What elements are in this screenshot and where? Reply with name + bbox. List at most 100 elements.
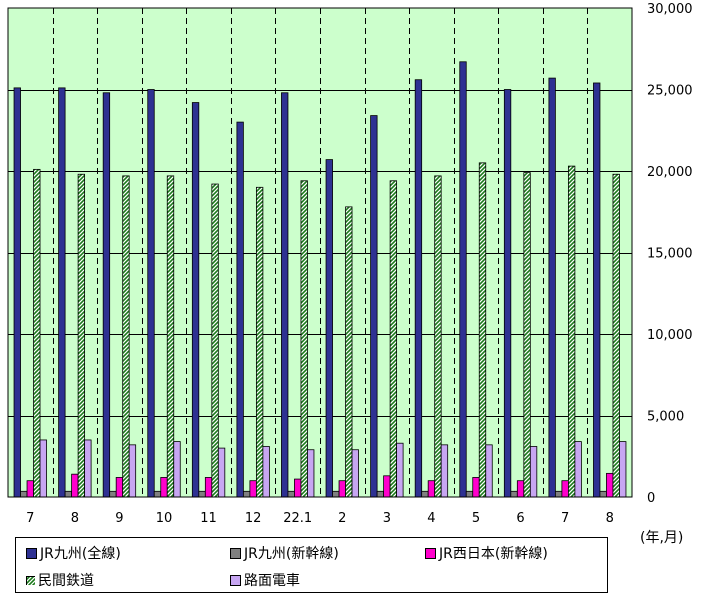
- bar-series-2-cat-10: [421, 490, 429, 498]
- bar-series-2-cat-9: [376, 490, 385, 498]
- bar-series-1-cat-4: [147, 89, 155, 498]
- bar-series-3-cat-2: [71, 473, 79, 498]
- legend-item-jr-west-shinkansen: JR西日本(新幹線): [425, 543, 548, 563]
- x-tick-label: 8: [606, 511, 614, 526]
- y-tick-label: 30,000: [647, 2, 693, 17]
- legend-label-streetcar: 路面電車: [244, 573, 300, 589]
- bar-series-4-cat-9: [389, 180, 398, 498]
- bar-series-4-cat-12: [523, 172, 531, 498]
- plot-border: [7, 7, 633, 498]
- bar-series-5-cat-6: [262, 446, 270, 498]
- bar-series-1-cat-9: [370, 115, 378, 498]
- bar-series-1-cat-11: [459, 61, 467, 498]
- bar-series-3-cat-12: [516, 480, 525, 498]
- bar-series-4-cat-5: [211, 183, 219, 498]
- bar-series-2-cat-3: [109, 490, 117, 498]
- bar-series-5-cat-5: [217, 447, 226, 498]
- bar-series-2-cat-5: [198, 490, 206, 498]
- bar-series-4-cat-14: [612, 173, 620, 498]
- bar-series-4-cat-4: [166, 175, 175, 498]
- bar-series-1-cat-7: [281, 92, 289, 498]
- bar-series-5-cat-1: [39, 439, 47, 498]
- bar-series-4-cat-13: [567, 165, 576, 498]
- bar-series-3-cat-5: [204, 477, 213, 498]
- bar-series-4-cat-6: [255, 186, 264, 498]
- bar-series-3-cat-7: [294, 478, 302, 498]
- bar-series-1-cat-2: [58, 87, 66, 498]
- legend-item-private-railway: 民間鉄道: [26, 570, 94, 590]
- x-tick-label: 2: [338, 511, 346, 526]
- bar-series: [13, 61, 627, 498]
- legend-swatch-private-railway: [26, 575, 35, 585]
- bar-series-3-cat-4: [160, 477, 168, 498]
- bar-series-5-cat-13: [574, 441, 582, 498]
- bar-series-5-cat-12: [529, 446, 538, 498]
- legend-label-private-railway: 民間鉄道: [38, 573, 94, 589]
- series-3: [26, 472, 614, 498]
- x-tick-label: 3: [383, 511, 391, 526]
- y-tick-label: 15,000: [647, 247, 693, 262]
- bar-series-5-cat-3: [128, 444, 137, 498]
- bar-series-1-cat-5: [191, 102, 200, 498]
- bar-series-5-cat-11: [485, 444, 493, 498]
- bar-series-2-cat-4: [153, 490, 162, 498]
- bar-series-3-cat-13: [561, 480, 569, 498]
- x-tick-label: 4: [427, 511, 435, 526]
- legend: JR九州(全線) JR九州(新幹線) JR西日本(新幹線) 民間鉄道 路面電車: [15, 537, 608, 593]
- bar-series-1-cat-8: [325, 159, 333, 498]
- bar-series-4-cat-11: [478, 162, 487, 498]
- y-tick-label: 0: [647, 491, 655, 506]
- bar-series-3-cat-8: [338, 480, 346, 498]
- bar-series-5-cat-7: [307, 449, 315, 498]
- x-tick-label: 7: [26, 511, 34, 526]
- bar-series-2-cat-11: [465, 490, 474, 498]
- bar-series-2-cat-7: [287, 490, 295, 498]
- x-tick-label: 5: [472, 511, 480, 526]
- x-tick-label: 12: [245, 511, 262, 526]
- x-tick-label: 10: [156, 511, 173, 526]
- grid-lines: [8, 8, 632, 497]
- bar-series-1-cat-6: [236, 121, 244, 498]
- legend-label-jr-west-shinkansen: JR西日本(新幹線): [439, 546, 548, 562]
- legend-item-jr-kyushu-all: JR九州(全線): [26, 543, 121, 563]
- bar-series-4-cat-10: [434, 175, 442, 498]
- bar-series-3-cat-3: [115, 477, 124, 498]
- bar-series-1-cat-12: [503, 89, 512, 498]
- y-tick-label: 20,000: [647, 165, 693, 180]
- bar-series-4-cat-3: [122, 175, 130, 498]
- bar-series-3-cat-1: [26, 480, 34, 498]
- bar-series-1-cat-1: [13, 87, 21, 498]
- legend-swatch-jr-kyushu-all: [26, 547, 37, 559]
- bar-series-4-cat-8: [345, 206, 353, 498]
- bar-series-4-cat-1: [33, 168, 41, 498]
- y-tick-label: 5,000: [647, 410, 684, 425]
- legend-swatch-streetcar: [230, 574, 241, 586]
- bar-chart: 7 8 9 10 11 12 22.1 2 3 4 5 6 7 8 0 5,000 10,000 15,000 2…: [7, 2, 693, 526]
- bar-series-5-cat-10: [440, 444, 449, 498]
- x-axis-unit-label: (年,月): [640, 530, 684, 546]
- x-tick-label: 22.1: [283, 511, 312, 526]
- bar-series-4-cat-7: [300, 180, 308, 498]
- x-tick-label: 6: [516, 511, 524, 526]
- bar-series-1-cat-10: [414, 79, 423, 498]
- bar-series-3-cat-10: [427, 480, 436, 498]
- bar-series-2-cat-6: [242, 490, 251, 498]
- bar-series-1-cat-14: [593, 82, 601, 498]
- x-tick-label: 8: [71, 511, 79, 526]
- bar-series-5-cat-2: [84, 439, 92, 498]
- bar-series-2-cat-1: [20, 490, 28, 498]
- bar-series-3-cat-14: [606, 472, 614, 498]
- bar-series-2-cat-2: [64, 490, 73, 498]
- series-1: [13, 61, 601, 498]
- bar-series-3-cat-6: [249, 480, 257, 498]
- bar-series-2-cat-8: [332, 490, 340, 498]
- bar-series-2-cat-12: [510, 490, 518, 498]
- x-tick-label: 7: [561, 511, 569, 526]
- legend-item-streetcar: 路面電車: [230, 570, 300, 590]
- y-tick-label: 25,000: [647, 84, 693, 99]
- bar-series-1-cat-3: [102, 92, 111, 498]
- bar-series-2-cat-14: [599, 490, 607, 498]
- bar-series-3-cat-11: [472, 477, 480, 498]
- bar-series-5-cat-14: [619, 441, 627, 498]
- legend-label-jr-kyushu-shinkansen: JR九州(新幹線): [244, 546, 339, 562]
